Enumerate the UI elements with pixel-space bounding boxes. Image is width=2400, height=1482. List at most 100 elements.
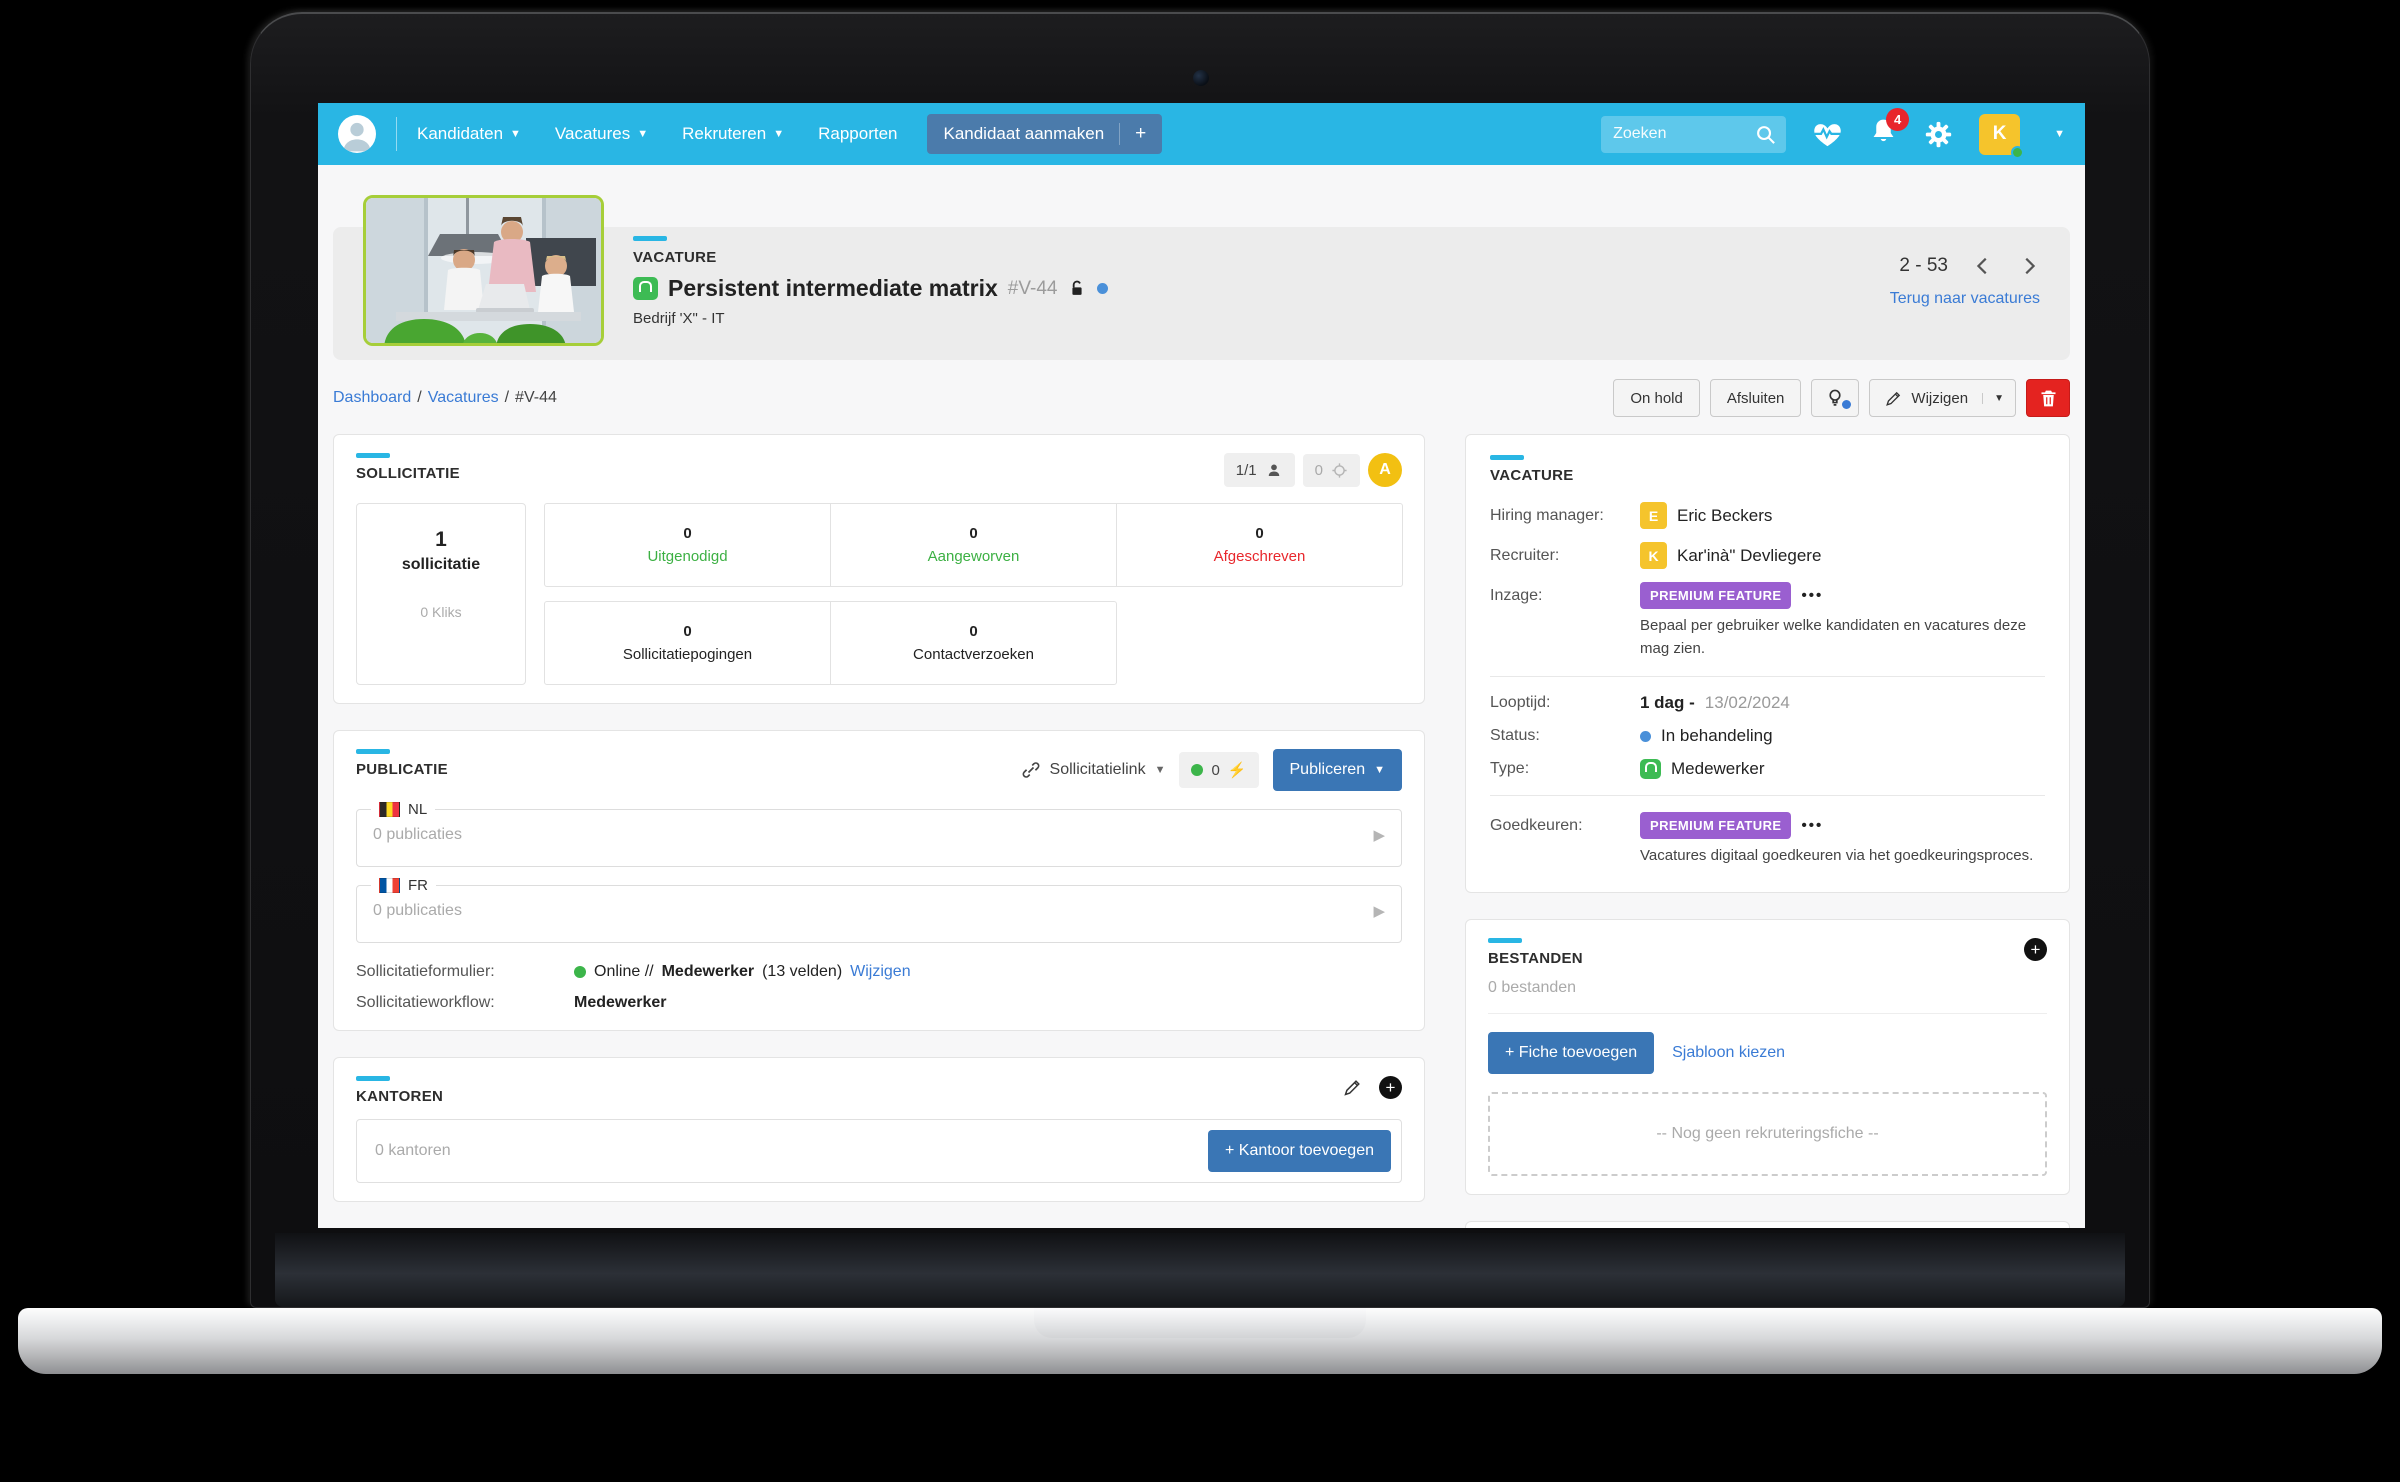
prev-vacancy-chevron-icon[interactable]: [1972, 255, 1994, 277]
search-input[interactable]: [1601, 115, 1787, 153]
menu-vacatures[interactable]: Vacatures ▼: [555, 124, 648, 144]
type-label: Type:: [1490, 760, 1530, 777]
delete-button[interactable]: [2026, 379, 2070, 417]
notifications-bell-icon[interactable]: 4: [1869, 108, 1910, 151]
choose-template-link[interactable]: Sjabloon kiezen: [1672, 1043, 1786, 1061]
on-hold-button[interactable]: On hold: [1613, 379, 1700, 417]
add-kantoor-plus-icon[interactable]: +: [1379, 1076, 1402, 1099]
status-blue-dot: [1097, 283, 1109, 294]
laptop-notch: [1034, 1308, 1366, 1338]
vacancy-actions: On hold Afsluiten Wijzigen ▼: [1613, 379, 2070, 417]
stat-value: 0: [1255, 525, 1264, 542]
publicatie-title: PUBLICATIE: [356, 761, 448, 778]
stat-contactverzoeken[interactable]: 0 Contactverzoeken: [830, 601, 1117, 685]
type-value: Medewerker: [1671, 759, 1765, 778]
breadcrumb-vacatures-link[interactable]: Vacatures: [427, 389, 499, 406]
breadcrumb-dashboard-link[interactable]: Dashboard: [333, 389, 412, 406]
stat-label: Afgeschreven: [1213, 548, 1306, 565]
publication-row-nl[interactable]: 0 publicaties ▶: [357, 818, 1401, 866]
stat-sollicitatiepogingen[interactable]: 0 Sollicitatiepogingen: [544, 601, 831, 685]
publication-row-fr[interactable]: 0 publicaties ▶: [357, 894, 1401, 942]
target-value: 0: [1314, 461, 1323, 479]
vacancy-header-band: VACATURE Persistent intermediate matrix …: [333, 195, 2070, 360]
ratio-value: 1/1: [1235, 461, 1257, 479]
target-badge[interactable]: 0: [1302, 453, 1360, 487]
suggestion-bulb-button[interactable]: [1811, 379, 1860, 417]
back-to-vacancies-link[interactable]: Terug naar vacatures: [1889, 290, 2040, 307]
vacancy-subtitle: Bedrijf 'X" - IT: [633, 310, 725, 327]
create-candidate-button[interactable]: Kandidaat aanmaken +: [927, 114, 1163, 154]
edit-split-button: Wijzigen ▼: [1869, 379, 2016, 417]
target-icon: [1332, 462, 1347, 478]
close-vacancy-button[interactable]: Afsluiten: [1709, 379, 1802, 417]
accent-dash: [356, 1076, 390, 1081]
more-options-icon[interactable]: •••: [1801, 817, 1824, 834]
breadcrumb: Dashboard / Vacatures / #V-44: [333, 389, 557, 407]
premium-feature-badge: PREMIUM FEATURE: [1640, 812, 1792, 839]
applicant-avatar[interactable]: A: [1368, 453, 1402, 487]
form-edit-link[interactable]: Wijzigen: [850, 963, 911, 980]
publication-group-nl: NL 0 publicaties ▶: [356, 801, 1402, 867]
stat-afgeschreven[interactable]: 0 Afgeschreven: [1116, 503, 1403, 587]
user-avatar[interactable]: K: [1979, 113, 2025, 159]
online-status-dot: [2011, 145, 2025, 159]
publiceren-label: Publiceren: [1289, 761, 1366, 778]
publiceren-button[interactable]: Publiceren ▼: [1272, 749, 1402, 791]
france-flag-icon: [379, 878, 400, 893]
bestanden-panel: BESTANDEN + 0 bestanden + Fiche toevoege…: [1465, 918, 2070, 1195]
settings-gear-icon[interactable]: [1924, 120, 1953, 149]
user-menu-caret-icon[interactable]: ▼: [2054, 128, 2065, 140]
status-dot: [1640, 730, 1651, 742]
accent-dash: [633, 236, 667, 241]
app-screen: Kandidaten ▼ Vacatures ▼ Rekruteren ▼ Rappo…: [318, 103, 2085, 1228]
applicant-ratio-badge[interactable]: 1/1: [1223, 453, 1295, 487]
hiring-manager-initial-badge: E: [1640, 502, 1667, 529]
application-summary-card: 1 sollicitatie 0 Kliks: [356, 503, 526, 685]
more-options-icon[interactable]: •••: [1801, 587, 1824, 604]
health-pulse-icon[interactable]: [1812, 119, 1843, 150]
vacancy-photo[interactable]: [363, 195, 604, 346]
webcam-dot: [1193, 70, 1209, 86]
stat-value: 0: [969, 525, 978, 542]
pager-position: 2 - 53: [1899, 255, 1948, 276]
sollicitatielink-dropdown[interactable]: Sollicitatielink ▼: [1021, 760, 1165, 780]
next-vacancy-chevron-icon[interactable]: [2018, 255, 2040, 277]
bulb-notification-dot: [1842, 400, 1852, 409]
breadcrumb-separator: /: [504, 389, 510, 406]
stat-label: Aangeworven: [927, 548, 1020, 565]
publication-group-fr: FR 0 publicaties ▶: [356, 877, 1402, 943]
menu-rekruteren[interactable]: Rekruteren ▼: [682, 124, 784, 144]
belgium-flag-icon: [379, 802, 400, 817]
publication-counter-badge[interactable]: 0 ⚡: [1179, 752, 1259, 788]
search-icon[interactable]: [1754, 123, 1777, 151]
form-status: Online //: [594, 963, 654, 980]
menu-rapporten[interactable]: Rapporten: [818, 124, 897, 144]
edit-dropdown-caret[interactable]: ▼: [1982, 392, 2015, 404]
create-plus-segment[interactable]: +: [1119, 123, 1146, 145]
add-bestand-plus-icon[interactable]: +: [2024, 937, 2047, 961]
edit-kantoren-pencil-icon[interactable]: [1342, 1077, 1363, 1098]
goedkeuren-description: Vacatures digitaal goedkeuren via het go…: [1640, 847, 2034, 864]
looptijd-label: Looptijd:: [1490, 694, 1551, 711]
sollicitatielink-label: Sollicitatielink: [1049, 761, 1146, 778]
kantoren-empty-box: 0 kantoren + Kantoor toevoegen: [356, 1119, 1402, 1183]
hiring-manager-name[interactable]: Eric Beckers: [1677, 505, 1773, 525]
recruiter-name[interactable]: Kar'inà" Devliegere: [1677, 545, 1822, 565]
recruitment-fiche-placeholder: -- Nog geen rekruteringsfiche --: [1488, 1091, 2047, 1176]
vacancy-pager: 2 - 53 Terug naar vacatures: [1890, 255, 2040, 308]
add-fiche-button[interactable]: + Fiche toevoegen: [1488, 1031, 1655, 1074]
edit-button[interactable]: Wijzigen: [1870, 380, 1982, 416]
chevron-down-icon: ▼: [773, 127, 785, 140]
user-initial: K: [1992, 123, 2007, 144]
unlock-icon[interactable]: [1067, 279, 1087, 299]
goedkeuren-label: Goedkeuren:: [1490, 816, 1583, 834]
status-label: Status:: [1490, 727, 1540, 744]
menu-kandidaten[interactable]: Kandidaten ▼: [417, 124, 521, 144]
profile-avatar-icon[interactable]: [338, 115, 376, 153]
vacature-detail-panel: VACATURE Hiring manager: E Eric Beckers …: [1465, 434, 2070, 893]
search-box: [1601, 115, 1787, 153]
stat-uitgenodigd[interactable]: 0 Uitgenodigd: [544, 503, 831, 587]
stat-aangeworven[interactable]: 0 Aangeworven: [830, 503, 1117, 587]
add-kantoor-button[interactable]: + Kantoor toevoegen: [1207, 1130, 1391, 1172]
type-bag-icon: [1640, 759, 1661, 779]
